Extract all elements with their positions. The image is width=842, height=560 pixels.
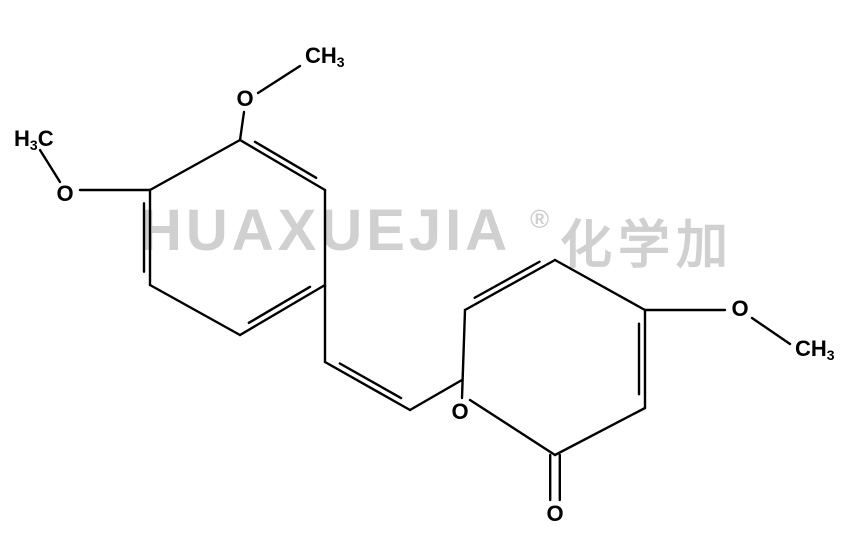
- atom-label-O_keto: O: [546, 501, 563, 526]
- molecule-diagram: O CH3 O H3C O O O CH3: [0, 0, 842, 560]
- atom-label-CH3_top: CH3: [305, 43, 345, 70]
- atom-label-CH3_left: H3C: [14, 126, 54, 153]
- atom-label-O_ring: O: [451, 399, 468, 424]
- atom-label-O_top: O: [236, 86, 253, 111]
- canvas: HUAXUEJIA®化学加OCH3OH3COOOCH3: [0, 0, 842, 560]
- atom-label-O_right: O: [731, 296, 748, 321]
- atom-label-O_left: O: [56, 181, 73, 206]
- atom-label-CH3_right: CH3: [795, 336, 835, 363]
